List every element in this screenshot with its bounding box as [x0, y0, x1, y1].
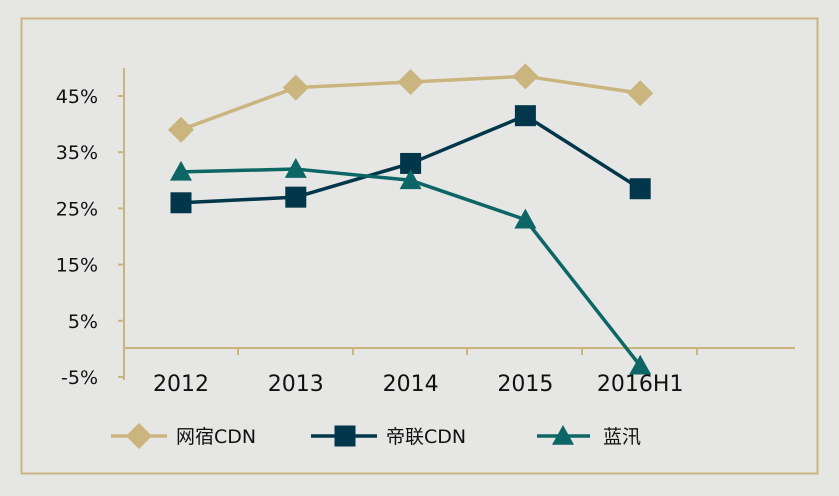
data-point-diamond: [168, 116, 194, 143]
data-point-square: [285, 186, 307, 208]
series-markers: [168, 63, 654, 375]
data-point-diamond: [512, 63, 539, 90]
data-point-square: [514, 105, 536, 127]
data-point-triangle: [399, 169, 422, 190]
chart-frame: [20, 17, 819, 475]
legend-label: 帝联CDN: [386, 426, 466, 448]
data-point-diamond: [627, 80, 654, 107]
x-tick-label: 2015: [497, 372, 553, 397]
data-point-triangle: [629, 354, 652, 375]
legend: 网宿CDN 帝联CDN 蓝汛: [111, 423, 641, 449]
x-tick-label: 2014: [383, 372, 439, 397]
data-point-square: [170, 192, 192, 214]
x-tick-label: 2016H1: [597, 372, 684, 397]
data-point-diamond: [282, 74, 309, 101]
data-point-diamond: [397, 68, 424, 95]
legend-marker-triangle: [552, 425, 574, 445]
legend-label: 蓝汛: [603, 426, 641, 448]
legend-label: 网宿CDN: [176, 426, 256, 448]
y-tick-label: -5%: [61, 367, 98, 389]
axes: -5% 5% 15% 25% 35% 45% 2012 2013 2014 2015 2016H1: [56, 68, 795, 397]
data-point-triangle: [170, 160, 192, 181]
data-point-triangle: [284, 158, 307, 178]
y-tick-label: 15%: [56, 255, 98, 277]
y-tick-label: 45%: [56, 86, 98, 108]
legend-marker-square: [334, 425, 356, 447]
y-tick-label: 35%: [56, 142, 98, 164]
data-point-triangle: [514, 208, 537, 229]
legend-marker-diamond: [126, 423, 152, 449]
y-tick-label: 25%: [56, 198, 98, 220]
data-point-square: [400, 152, 422, 174]
x-tick-label: 2013: [268, 372, 324, 397]
y-tick-label: 5%: [68, 311, 98, 333]
data-point-square: [629, 178, 651, 200]
series-lines: [180, 74, 642, 367]
x-tick-label: 2012: [153, 372, 209, 397]
